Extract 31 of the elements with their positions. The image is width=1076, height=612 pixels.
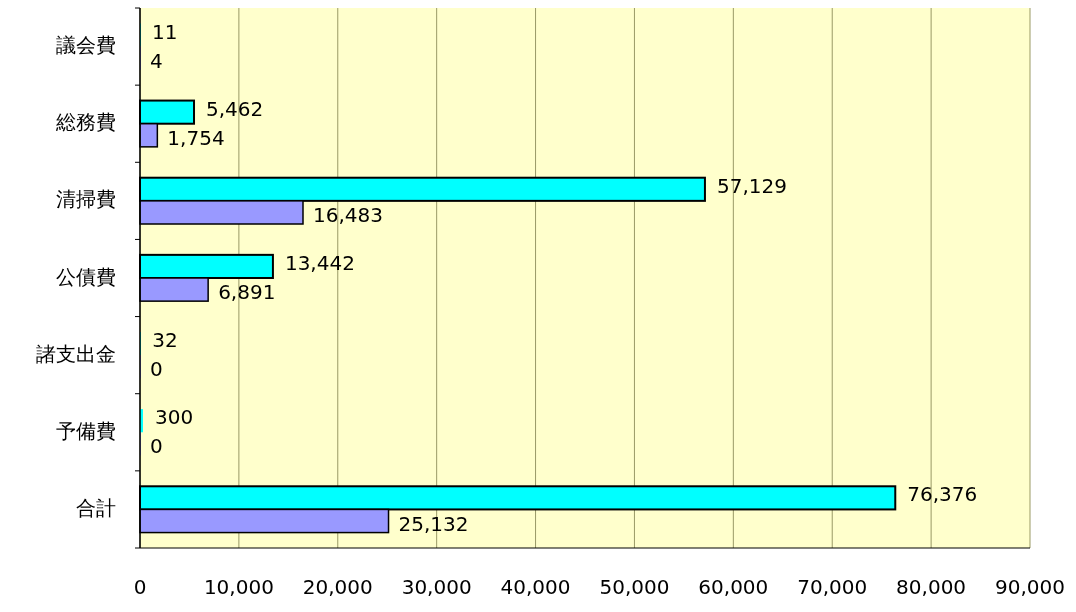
data-label: 32 — [152, 328, 178, 353]
data-label: 1,754 — [167, 125, 225, 150]
data-label: 25,132 — [398, 511, 469, 536]
x-tick-label: 20,000 — [302, 575, 373, 599]
x-tick-label: 0 — [133, 575, 147, 599]
y-tick-label: 合計 — [76, 495, 116, 520]
x-tick-label: 80,000 — [896, 575, 967, 599]
y-tick-label: 清掃費 — [56, 187, 116, 212]
data-label: 6,891 — [218, 280, 276, 305]
data-label: 13,442 — [284, 250, 355, 275]
x-tick-label: 90,000 — [995, 575, 1065, 599]
data-label: 5,462 — [206, 96, 264, 121]
x-tick-label: 50,000 — [599, 575, 670, 599]
data-label: 300 — [154, 405, 194, 430]
y-tick-label: 諸支出金 — [36, 341, 116, 366]
y-tick-label: 公債費 — [56, 264, 116, 289]
y-tick-label: 予備費 — [56, 418, 116, 443]
data-label: 11 — [152, 19, 178, 44]
x-tick-label: 40,000 — [500, 575, 571, 599]
x-tick-label: 70,000 — [797, 575, 868, 599]
data-label: 16,483 — [313, 202, 383, 227]
data-label: 0 — [150, 357, 163, 382]
y-tick-label: 議会費 — [56, 33, 116, 58]
data-label: 4 — [150, 48, 163, 73]
data-label: 0 — [150, 434, 163, 459]
x-tick-label: 30,000 — [401, 575, 472, 599]
data-label: 57,129 — [716, 173, 787, 198]
x-tick-label: 10,000 — [203, 575, 274, 599]
x-tick-label: 60,000 — [698, 575, 769, 599]
y-tick-label: 総務費 — [55, 110, 116, 135]
data-label: 76,376 — [907, 482, 978, 507]
